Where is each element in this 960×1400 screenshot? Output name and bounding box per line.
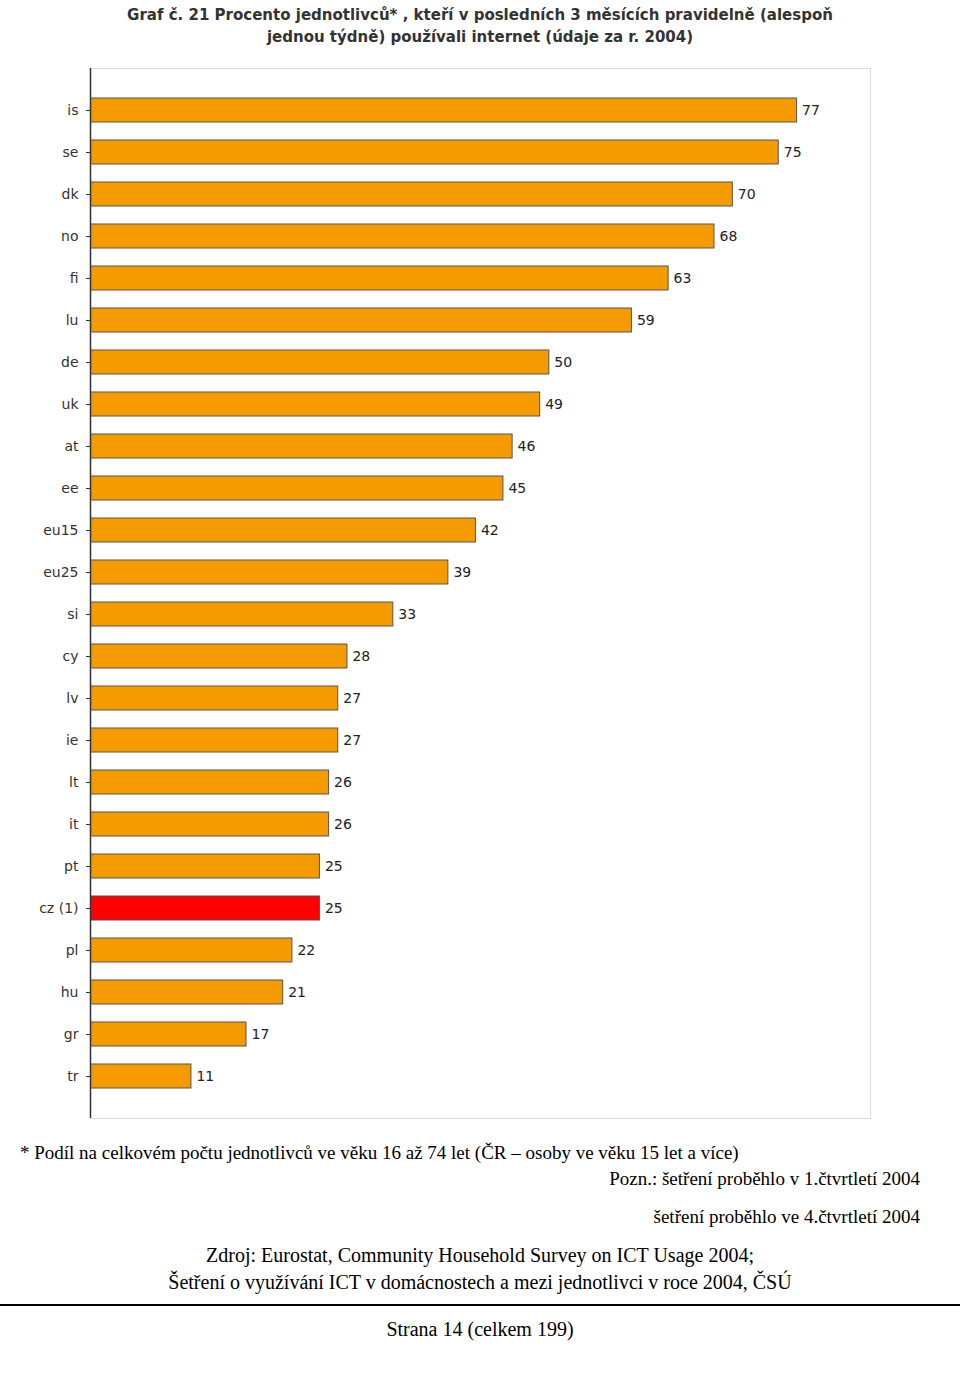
svg-text:28: 28 [352, 648, 370, 664]
svg-text:is: is [67, 102, 78, 118]
svg-text:gr: gr [64, 1026, 79, 1042]
svg-text:cy: cy [63, 648, 79, 664]
svg-text:cz (1): cz (1) [39, 900, 78, 916]
html-text:Zdroj: Eurostat, Community Hou: Zdroj: Eurostat, Community Household Sur… [206, 1244, 754, 1266]
svg-text:dk: dk [62, 186, 80, 202]
svg-text:45: 45 [508, 480, 526, 496]
svg-text:ie: ie [66, 732, 79, 748]
svg-text:77: 77 [802, 102, 820, 118]
svg-text:59: 59 [637, 312, 655, 328]
svg-text:lv: lv [66, 690, 78, 706]
svg-text:75: 75 [784, 144, 802, 160]
svg-text:de: de [61, 354, 79, 370]
svg-text:tr: tr [67, 1068, 78, 1084]
svg-text:26: 26 [334, 774, 352, 790]
svg-text:68: 68 [720, 228, 738, 244]
svg-text:26: 26 [334, 816, 352, 832]
html-text:Pozn.: šetření proběhlo v 1.čt: Pozn.: šetření proběhlo v 1.čtvrtletí 20… [609, 1168, 920, 1189]
svg-text:63: 63 [674, 270, 692, 286]
svg-text:22: 22 [297, 942, 315, 958]
svg-text:11: 11 [196, 1068, 214, 1084]
html-text:Graf č. 21 Procento jednotlivc: Graf č. 21 Procento jednotlivců* , kteří… [127, 6, 833, 46]
svg-text:27: 27 [343, 690, 361, 706]
html-text:Strana 14 (celkem 199): Strana 14 (celkem 199) [386, 1318, 574, 1340]
svg-text:70: 70 [738, 186, 756, 202]
svg-text:ee: ee [61, 480, 78, 496]
svg-text:42: 42 [481, 522, 499, 538]
svg-text:17: 17 [252, 1026, 270, 1042]
svg-text:50: 50 [554, 354, 572, 370]
svg-text:27: 27 [343, 732, 361, 748]
svg-text:25: 25 [325, 900, 343, 916]
html-text:šetření proběhlo ve 4.čtvrtlet: šetření proběhlo ve 4.čtvrtletí 2004 [653, 1206, 920, 1227]
svg-text:hu: hu [61, 984, 79, 1000]
svg-text:no: no [61, 228, 78, 244]
html-text:Šetření o využívání ICT v domá: Šetření o využívání ICT v domácnostech a… [168, 1271, 792, 1293]
svg-text:49: 49 [545, 396, 563, 412]
svg-text:33: 33 [398, 606, 416, 622]
svg-text:fi: fi [70, 270, 79, 286]
html-text:* Podíl na celkovém počtu jedn: * Podíl na celkovém počtu jednotlivců ve… [20, 1142, 739, 1163]
svg-text:lu: lu [66, 312, 79, 328]
svg-text:25: 25 [325, 858, 343, 874]
svg-text:at: at [64, 438, 79, 454]
svg-text:uk: uk [62, 396, 80, 412]
svg-text:46: 46 [518, 438, 536, 454]
svg-text:21: 21 [288, 984, 306, 1000]
svg-text:eu15: eu15 [43, 522, 78, 538]
svg-text:it: it [69, 816, 79, 832]
svg-text:39: 39 [453, 564, 471, 580]
svg-text:si: si [67, 606, 78, 622]
svg-text:pl: pl [66, 942, 79, 958]
svg-text:pt: pt [64, 858, 79, 874]
svg-text:eu25: eu25 [43, 564, 78, 580]
svg-text:lt: lt [69, 774, 79, 790]
svg-text:se: se [63, 144, 79, 160]
